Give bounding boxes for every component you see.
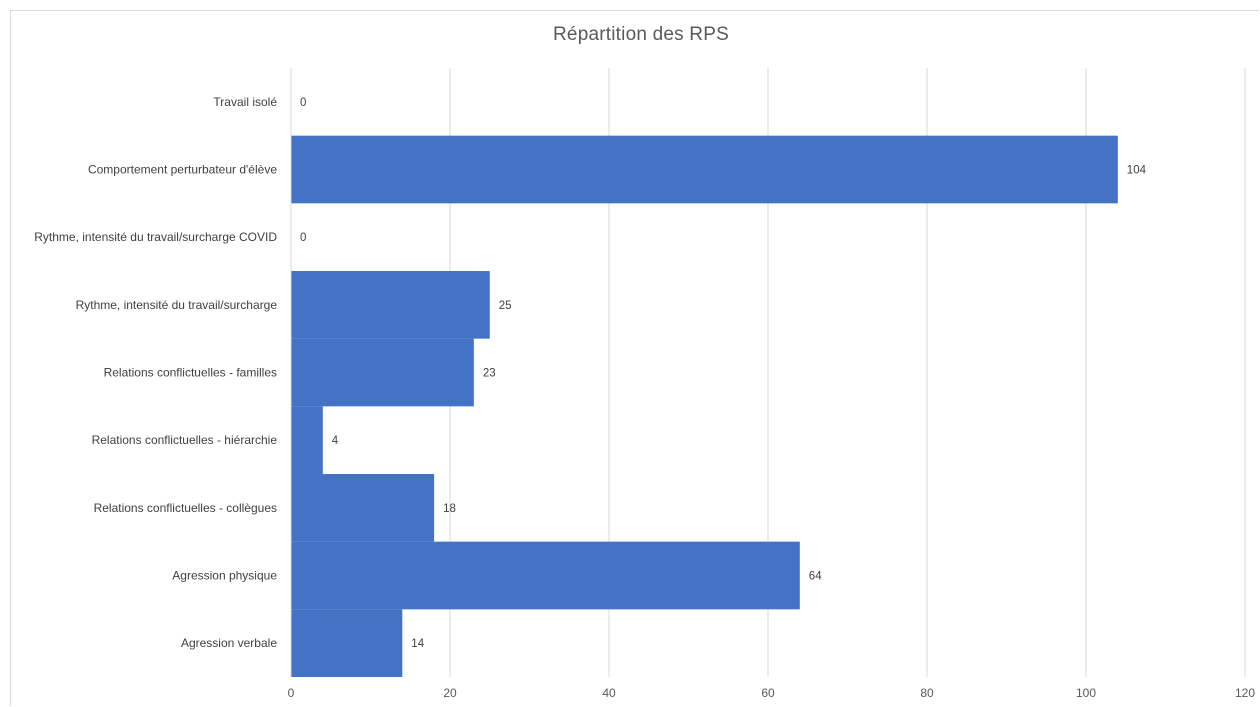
bars [291, 135, 1118, 677]
category-label: Agression physique [172, 569, 277, 583]
x-tick-label: 80 [920, 686, 934, 700]
bar [291, 609, 403, 677]
bar [291, 541, 800, 610]
bar [291, 271, 490, 339]
category-label: Rythme, intensité du travail/surcharge C… [34, 230, 277, 244]
data-label: 64 [809, 571, 822, 583]
data-label: 23 [483, 368, 496, 380]
category-label: Relations conflictuelles - familles [104, 366, 277, 380]
category-label: Travail isolé [213, 95, 277, 109]
x-tick-label: 20 [443, 686, 457, 700]
bar [291, 338, 474, 407]
data-label: 0 [300, 97, 306, 109]
x-tick-label: 100 [1076, 686, 1096, 700]
bar [291, 406, 323, 474]
x-tick-label: 40 [602, 686, 616, 700]
data-label: 18 [443, 503, 456, 515]
x-tick-label: 0 [288, 686, 295, 700]
data-label: 25 [499, 300, 512, 312]
x-tick-label: 120 [1235, 686, 1255, 700]
data-label: 14 [411, 638, 424, 650]
category-label: Relations conflictuelles - hiérarchie [92, 433, 278, 447]
category-label: Agression verbale [181, 636, 277, 650]
data-label: 4 [332, 435, 339, 447]
category-label: Comportement perturbateur d'élève [88, 163, 277, 177]
chart-title: Répartition des RPS [553, 24, 729, 45]
bar [291, 135, 1118, 204]
data-label: 0 [300, 232, 306, 244]
category-label: Relations conflictuelles - collègues [94, 501, 277, 515]
data-label: 104 [1127, 165, 1147, 177]
category-label: Rythme, intensité du travail/surcharge [76, 298, 278, 312]
bar [291, 474, 435, 542]
x-tick-label: 60 [761, 686, 775, 700]
